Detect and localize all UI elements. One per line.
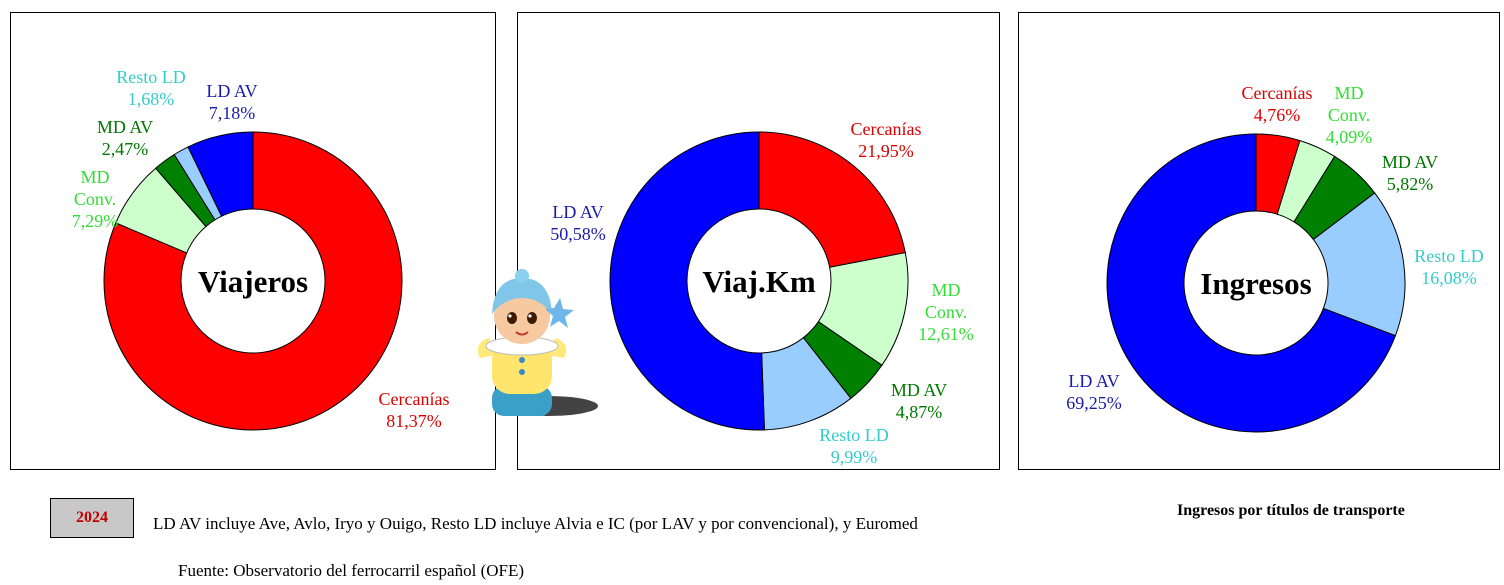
slice-ld-av	[1106, 133, 1397, 433]
slice-label-cercanias: Cercanías 4,76%	[1242, 83, 1313, 125]
chart-panel-ingresos: Cercanías 4,76% MD Conv. 4,09% MD AV 5,82% Rest…	[1018, 12, 1500, 470]
chart-title: Viaj.Km	[702, 264, 816, 299]
donut-chart-ingresos: Cercanías 4,76% MD Conv. 4,09%MD AV 5,82% Rest…	[1066, 83, 1484, 433]
chart-title: Viajeros	[198, 264, 308, 299]
slice-ld-av	[187, 131, 254, 217]
chart-subtitle: Ingresos por títulos de transporte	[1177, 502, 1405, 519]
year-badge: 2024	[50, 498, 134, 538]
slice-label-ld-av: LD AV 50,58%	[550, 202, 606, 244]
slice-label-md-av: MD AV 5,82%	[1382, 152, 1438, 194]
chart-panel-viajeros: Cercanías 81,37% MD Conv. 7,29% MD AV 2,47% Res…	[10, 12, 496, 470]
donut-chart-viaj-km: Cercanías 21,95% MD Conv. 12,61% MD AV 4,87%Re…	[550, 119, 974, 467]
source-note: Fuente: Observatorio del ferrocarril esp…	[178, 561, 525, 580]
slice-label-cercanias: Cercanías 81,37%	[379, 389, 450, 431]
slice-label-md-conv: MD Conv. 12,61%	[918, 280, 974, 344]
footnote: LD AV incluye Ave, Avlo, Iryo y Ouigo, R…	[153, 514, 918, 533]
slice-label-md-conv: MD Conv. 7,29%	[72, 167, 119, 231]
slice-label-md-av: MD AV 2,47%	[97, 117, 153, 159]
donut-chart-viajeros: Cercanías 81,37% MD Conv. 7,29% MD AV 2,47% Res…	[72, 67, 450, 431]
slice-cercanias	[758, 131, 906, 268]
chart-panel-viaj-km: Cercanías 21,95% MD Conv. 12,61% MD AV 4,87% Re…	[517, 12, 1000, 470]
slice-label-ld-av: LD AV 7,18%	[206, 81, 257, 123]
slice-ld-av	[609, 131, 765, 431]
slice-label-resto-ld: Resto LD 9,99%	[819, 425, 889, 467]
slice-label-resto-ld: Resto LD 1,68%	[116, 67, 186, 109]
slice-label-ld-av: LD AV 69,25%	[1066, 371, 1122, 413]
slice-label-md-conv: MD Conv. 4,09%	[1326, 83, 1373, 147]
chart-title: Ingresos	[1200, 266, 1311, 301]
slice-label-cercanias: Cercanías 21,95%	[851, 119, 922, 161]
slice-cercanias	[103, 131, 403, 431]
slice-label-resto-ld: Resto LD 16,08%	[1414, 246, 1484, 288]
doll-mascot-icon	[477, 269, 598, 416]
slice-label-md-av: MD AV 4,87%	[891, 380, 947, 422]
